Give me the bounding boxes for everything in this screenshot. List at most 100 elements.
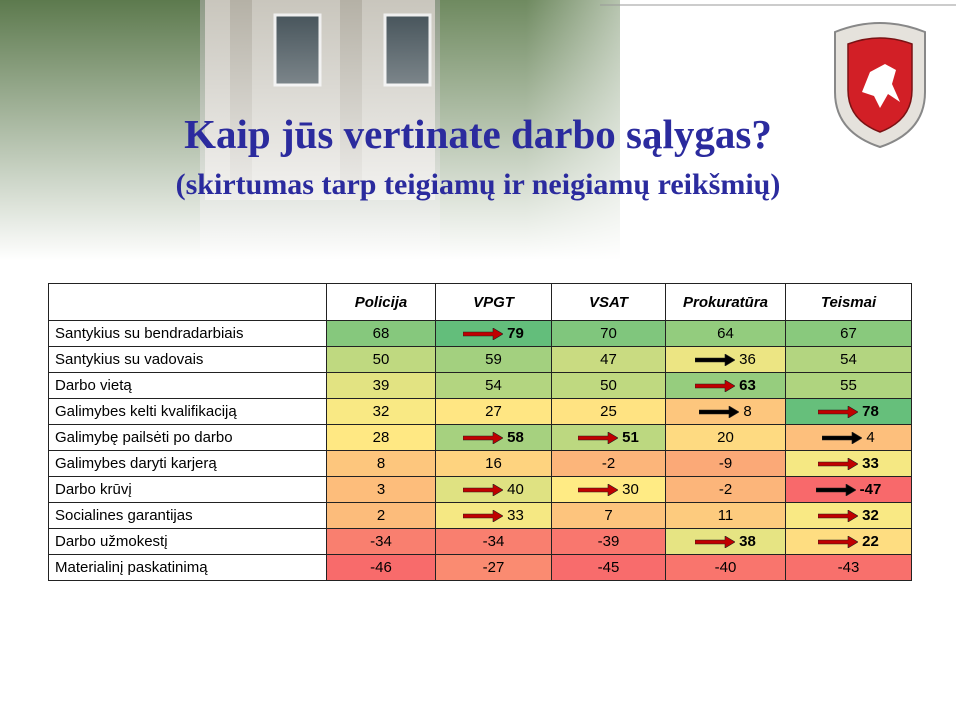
- banner-image: [0, 0, 956, 260]
- value-cell: -9: [665, 450, 786, 477]
- cell-value: 50: [600, 377, 617, 394]
- table-row: Socialines garantijas 2 33 7 11 32: [48, 502, 912, 529]
- table-row: Santykius su vadovais 50 59 47 36 54: [48, 346, 912, 373]
- value-cell: 27: [435, 398, 552, 425]
- cell-value: 36: [739, 351, 756, 368]
- value-cell: -34: [435, 528, 552, 555]
- cell-value: -34: [482, 533, 505, 550]
- cell-value: 79: [507, 325, 524, 342]
- header-row: Policija VPGT VSAT Prokuratūra Teismai: [48, 283, 912, 321]
- corner-cell: [48, 283, 327, 321]
- cell-value: 3: [376, 481, 386, 498]
- cell-value: -45: [597, 559, 620, 576]
- cell-value: 25: [600, 403, 617, 420]
- cell-value: 38: [739, 533, 756, 550]
- cell-value: -2: [718, 481, 733, 498]
- cell-value: 30: [622, 481, 639, 498]
- table-row: Santykius su bendradarbiais 68 79 70 64 67: [48, 320, 912, 347]
- table-row: Darbo vietą 39 54 50 63 55: [48, 372, 912, 399]
- arrow-icon: [462, 509, 504, 523]
- row-label: Galimybę pailsėti po darbo: [48, 424, 327, 451]
- value-cell: 20: [665, 424, 786, 451]
- cell-value: 78: [862, 403, 879, 420]
- row-label: Darbo užmokestį: [48, 528, 327, 555]
- cell-value: 50: [372, 351, 390, 368]
- value-cell: 33: [785, 450, 912, 477]
- arrow-icon: [817, 457, 859, 471]
- cell-value: 11: [717, 507, 734, 524]
- table-row: Darbo užmokestį -34 -34 -39 38 22: [48, 528, 912, 555]
- table-row: Darbo krūvį 3 40 30 -2 -47: [48, 476, 912, 503]
- value-cell: -46: [326, 554, 436, 581]
- arrow-icon: [462, 431, 504, 445]
- cell-value: 67: [840, 325, 857, 342]
- arrow-icon: [699, 405, 740, 419]
- value-cell: 68: [326, 320, 436, 347]
- value-cell: 32: [785, 502, 912, 529]
- value-cell: 22: [785, 528, 912, 555]
- title: Kaip jūs vertinate darbo sąlygas?: [184, 111, 772, 157]
- column-header: VPGT: [435, 283, 552, 321]
- cell-value: 51: [622, 429, 639, 446]
- value-cell: 67: [785, 320, 912, 347]
- column-header: Teismai: [785, 283, 912, 321]
- arrow-icon: [462, 327, 504, 341]
- cell-value: -9: [718, 455, 733, 472]
- value-cell: -47: [785, 476, 912, 503]
- value-cell: 28: [326, 424, 436, 451]
- value-cell: 54: [785, 346, 912, 373]
- cell-value: 33: [507, 507, 524, 524]
- value-cell: 8: [326, 450, 436, 477]
- arrow-icon: [694, 535, 736, 549]
- cell-value: 32: [372, 403, 390, 420]
- value-cell: -2: [551, 450, 666, 477]
- cell-value: -27: [482, 559, 505, 576]
- cell-value: 20: [717, 429, 734, 446]
- value-cell: 78: [785, 398, 912, 425]
- value-cell: 50: [551, 372, 666, 399]
- cell-value: -2: [601, 455, 616, 472]
- value-cell: -34: [326, 528, 436, 555]
- arrow-icon: [694, 353, 736, 367]
- value-cell: 64: [665, 320, 786, 347]
- arrow-icon: [694, 379, 736, 393]
- value-cell: 8: [665, 398, 786, 425]
- cell-value: 2: [376, 507, 386, 524]
- table: Policija VPGT VSAT Prokuratūra Teismai Santy…: [48, 283, 912, 581]
- value-cell: 33: [435, 502, 552, 529]
- row-label: Darbo krūvį: [48, 476, 327, 503]
- table-row: Galimybę pailsėti po darbo 28 58 51 20 4: [48, 424, 912, 451]
- value-cell: 79: [435, 320, 552, 347]
- value-cell: 63: [665, 372, 786, 399]
- value-cell: 59: [435, 346, 552, 373]
- cell-value: 55: [840, 377, 857, 394]
- table-row: Galimybes kelti kvalifikaciją 32 27 25 8 78: [48, 398, 912, 425]
- row-label: Santykius su vadovais: [48, 346, 327, 373]
- arrow-icon: [817, 405, 859, 419]
- cell-value: 47: [600, 351, 617, 368]
- row-label: Materialinį paskatinimą: [48, 554, 327, 581]
- arrow-icon: [815, 483, 857, 497]
- cell-value: -47: [859, 481, 882, 498]
- value-cell: 50: [326, 346, 436, 373]
- value-cell: 16: [435, 450, 552, 477]
- value-cell: 47: [551, 346, 666, 373]
- value-cell: 38: [665, 528, 786, 555]
- arrow-icon: [817, 535, 859, 549]
- cell-value: 4: [866, 429, 875, 446]
- row-label: Darbo vietą: [48, 372, 327, 399]
- row-label: Galimybes kelti kvalifikaciją: [48, 398, 327, 425]
- cell-value: 8: [743, 403, 752, 420]
- value-cell: -45: [551, 554, 666, 581]
- cell-value: 32: [862, 507, 879, 524]
- value-cell: 36: [665, 346, 786, 373]
- value-cell: 3: [326, 476, 436, 503]
- cell-value: 64: [717, 325, 734, 342]
- value-cell: 30: [551, 476, 666, 503]
- value-cell: 58: [435, 424, 552, 451]
- value-cell: 25: [551, 398, 666, 425]
- row-label: Galimybes daryti karjerą: [48, 450, 327, 477]
- cell-value: 16: [485, 455, 502, 472]
- cell-value: 7: [604, 507, 613, 524]
